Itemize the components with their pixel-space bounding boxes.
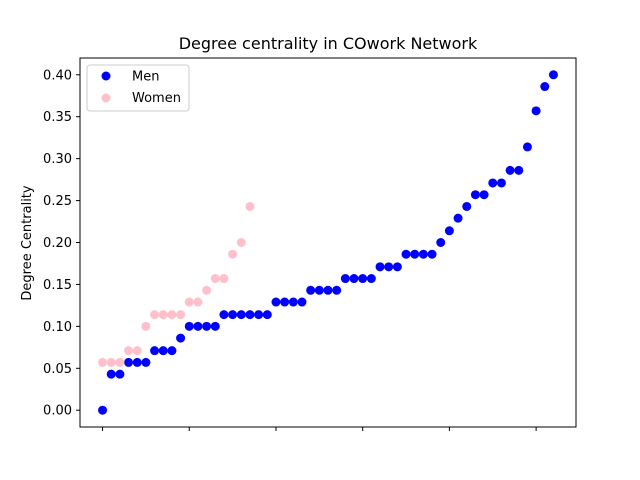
point-women bbox=[167, 310, 177, 320]
point-men bbox=[193, 321, 203, 331]
point-men bbox=[271, 297, 281, 307]
point-men bbox=[124, 357, 134, 367]
point-men bbox=[332, 285, 342, 295]
point-men bbox=[210, 321, 220, 331]
point-men bbox=[132, 357, 142, 367]
y-tick-label: 0.30 bbox=[43, 152, 72, 167]
y-tick-label: 0.00 bbox=[43, 404, 72, 419]
point-men bbox=[410, 249, 420, 259]
point-men bbox=[496, 178, 506, 188]
chart-title: Degree centrality in COwork Network bbox=[179, 34, 478, 53]
point-women bbox=[210, 274, 220, 284]
point-men bbox=[245, 310, 255, 320]
point-women bbox=[98, 357, 108, 367]
point-women bbox=[236, 238, 246, 247]
point-men bbox=[522, 142, 532, 152]
point-men bbox=[548, 70, 558, 80]
legend: Men Women bbox=[86, 64, 190, 112]
legend-label-men: Men bbox=[132, 70, 159, 85]
point-men bbox=[306, 285, 316, 295]
point-men bbox=[219, 310, 229, 320]
point-men bbox=[297, 297, 307, 307]
point-women bbox=[184, 297, 194, 307]
point-women bbox=[124, 346, 134, 356]
point-men bbox=[488, 178, 498, 188]
point-women bbox=[228, 249, 238, 259]
point-women bbox=[245, 201, 255, 211]
point-men bbox=[150, 346, 160, 356]
point-men bbox=[106, 369, 116, 379]
point-men bbox=[288, 297, 298, 307]
point-men bbox=[167, 346, 177, 356]
point-men bbox=[436, 238, 446, 247]
y-tick-label: 0.40 bbox=[43, 68, 72, 83]
point-men bbox=[375, 262, 385, 272]
point-men bbox=[444, 226, 454, 236]
point-men bbox=[514, 165, 524, 175]
point-men bbox=[184, 321, 194, 331]
y-axis: 0.00 0.05 0.10 0.15 0.20 0.25 0.30 0.35 0.40 bbox=[43, 68, 80, 419]
legend-label-women: Women bbox=[132, 91, 181, 106]
y-tick-label: 0.35 bbox=[43, 110, 72, 125]
point-men bbox=[236, 310, 246, 320]
point-men bbox=[540, 82, 550, 92]
point-men bbox=[98, 405, 108, 415]
point-men bbox=[158, 346, 168, 356]
plot-frame bbox=[79, 57, 577, 428]
point-men bbox=[453, 213, 463, 223]
point-men bbox=[418, 249, 428, 259]
point-men bbox=[531, 106, 541, 116]
point-men bbox=[392, 262, 402, 272]
y-tick-label: 0.10 bbox=[43, 320, 72, 335]
point-women bbox=[176, 310, 186, 320]
point-men bbox=[401, 249, 411, 259]
point-men bbox=[314, 285, 324, 295]
point-men bbox=[176, 333, 186, 343]
point-women bbox=[193, 297, 203, 307]
point-men bbox=[202, 321, 212, 331]
point-women bbox=[202, 285, 212, 295]
point-men bbox=[323, 285, 333, 295]
point-women bbox=[115, 357, 125, 367]
x-axis bbox=[102, 427, 537, 431]
legend-marker-women bbox=[101, 93, 111, 103]
point-men bbox=[366, 274, 376, 284]
point-men bbox=[462, 201, 472, 211]
point-men bbox=[228, 310, 238, 320]
y-tick-label: 0.05 bbox=[43, 362, 72, 377]
point-men bbox=[115, 369, 125, 379]
point-women bbox=[158, 310, 168, 320]
point-men bbox=[358, 274, 368, 284]
point-women bbox=[106, 357, 116, 367]
point-men bbox=[384, 262, 394, 272]
point-men bbox=[340, 274, 350, 284]
point-women bbox=[141, 321, 151, 331]
point-women bbox=[132, 346, 142, 356]
point-men bbox=[280, 297, 290, 307]
point-men bbox=[479, 190, 489, 200]
point-men bbox=[505, 165, 515, 175]
legend-marker-men bbox=[101, 71, 111, 81]
point-men bbox=[141, 357, 151, 367]
point-women bbox=[219, 274, 229, 284]
y-tick-label: 0.20 bbox=[43, 236, 72, 251]
legend-box bbox=[86, 64, 190, 112]
point-men bbox=[470, 190, 480, 200]
point-men bbox=[262, 310, 272, 320]
point-men bbox=[349, 274, 359, 284]
point-women bbox=[150, 310, 160, 320]
plot-points bbox=[98, 70, 558, 415]
point-men bbox=[254, 310, 264, 320]
y-tick-label: 0.25 bbox=[43, 194, 72, 209]
y-axis-label: Degree Centrality bbox=[20, 185, 35, 300]
point-men bbox=[427, 249, 437, 259]
y-tick-label: 0.15 bbox=[43, 278, 72, 293]
